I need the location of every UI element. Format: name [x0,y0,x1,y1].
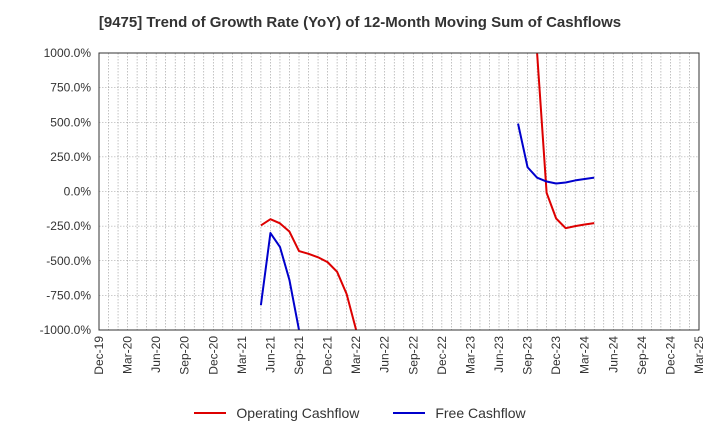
grid [99,53,699,330]
legend-item-free-cashflow: Free Cashflow [393,405,526,421]
x-tick-label: Dec-21 [321,336,335,375]
y-tick-label: 750.0% [50,81,91,95]
legend-item-operating-cashflow: Operating Cashflow [194,405,359,421]
x-tick-label: Jun-21 [263,336,277,373]
y-tick-label: 0.0% [64,185,92,199]
x-tick-label: Dec-23 [549,336,563,375]
x-tick-label: Mar-25 [692,336,706,374]
y-tick-label: -500.0% [46,254,91,268]
y-tick-label: -250.0% [46,219,91,233]
plot-border [98,52,700,331]
x-tick-label: Sep-20 [178,336,192,375]
x-axis: Dec-19 Mar-20 Jun-20 Sep-20 Dec-20 Mar-21 Jun-… [92,336,706,375]
y-tick-label: 1000.0% [44,46,92,60]
x-tick-label: Mar-22 [349,336,363,374]
y-tick-label: -750.0% [46,288,91,302]
series-line-operating-cashflow-segment-1 [536,53,595,230]
y-axis: 1000.0% 750.0% 500.0% 250.0% 0.0% -250.0% -500… [40,46,92,337]
x-tick-label: Sep-23 [521,336,535,375]
y-tick-label: 500.0% [50,115,91,129]
y-tick-label: 250.0% [50,150,91,164]
x-tick-label: Mar-20 [121,336,135,374]
x-tick-label: Dec-24 [663,336,677,375]
series-line-operating-cashflow-segment-0 [260,218,358,330]
x-tick-label: Mar-21 [235,336,249,374]
x-tick-label: Mar-23 [463,336,477,374]
x-tick-label: Mar-24 [578,336,592,374]
x-tick-label: Sep-21 [292,336,306,375]
chart-title: [9475] Trend of Growth Rate (YoY) of 12-… [98,14,622,31]
x-tick-label: Sep-22 [406,336,420,375]
legend-label-free: Free Cashflow [435,405,526,421]
x-tick-label: Sep-24 [635,336,649,375]
legend-swatch-free [393,412,426,414]
series-line-free-cashflow-segment-0 [259,232,300,330]
x-tick-label: Jun-20 [149,336,163,373]
x-tick-label: Jun-24 [606,336,620,373]
series-line-free-cashflow-segment-1 [517,123,595,185]
x-tick-label: Dec-19 [92,336,106,375]
legend: Operating Cashflow Free Cashflow [0,405,720,421]
y-tick-label: -1000.0% [40,323,92,337]
x-tick-label: Jun-22 [378,336,392,373]
legend-swatch-operating [194,412,227,414]
x-tick-label: Dec-22 [435,336,449,375]
x-tick-label: Jun-23 [492,336,506,373]
series-layer [259,53,595,330]
x-tick-label: Dec-20 [206,336,220,375]
legend-label-operating: Operating Cashflow [236,405,360,421]
